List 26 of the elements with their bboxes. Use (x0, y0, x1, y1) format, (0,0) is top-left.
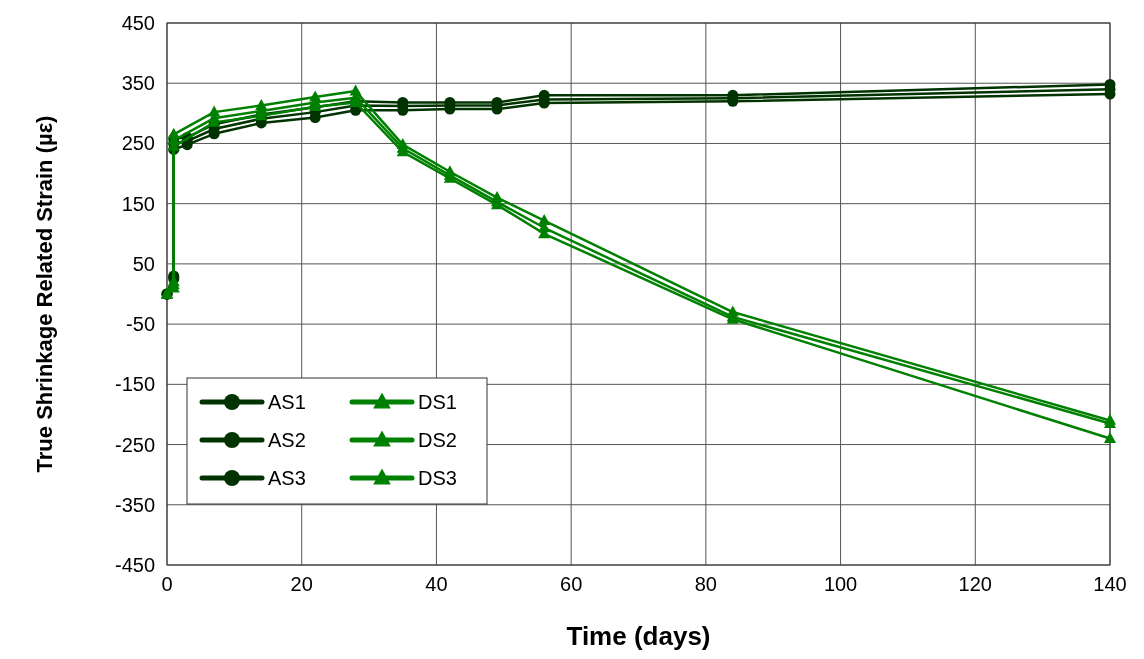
y-tick-label: 450 (121, 12, 155, 34)
y-tick-label: 350 (121, 72, 155, 95)
y-tick-label: 150 (121, 192, 155, 215)
x-tick-label: 0 (161, 573, 173, 595)
x-axis-title: Time (days) (566, 621, 711, 651)
y-tick-label: -150 (114, 373, 155, 396)
legend-label: AS1 (268, 391, 306, 413)
y-tick-label: 50 (132, 252, 155, 275)
x-tick-label: 80 (694, 573, 717, 595)
legend-label: DS3 (418, 467, 457, 489)
y-tick-label: -350 (114, 493, 155, 516)
legend-label: AS3 (268, 467, 306, 489)
y-tick-label: -250 (114, 433, 155, 456)
y-tick-label: -50 (126, 313, 155, 336)
x-tick-label: 140 (1093, 573, 1127, 595)
y-tick-label: 250 (121, 132, 155, 155)
x-tick-label: 20 (290, 573, 313, 595)
y-tick-label: -450 (114, 554, 155, 576)
legend-label: DS1 (418, 391, 457, 413)
legend-label: DS2 (418, 429, 457, 451)
x-tick-label: 100 (823, 573, 858, 595)
legend-label: AS2 (268, 429, 306, 451)
x-tick-label: 60 (560, 573, 583, 595)
x-tick-label: 120 (958, 573, 992, 595)
y-axis-title: True Shrinkage Related Strain (µε) (32, 115, 57, 473)
x-tick-label: 40 (425, 573, 448, 595)
